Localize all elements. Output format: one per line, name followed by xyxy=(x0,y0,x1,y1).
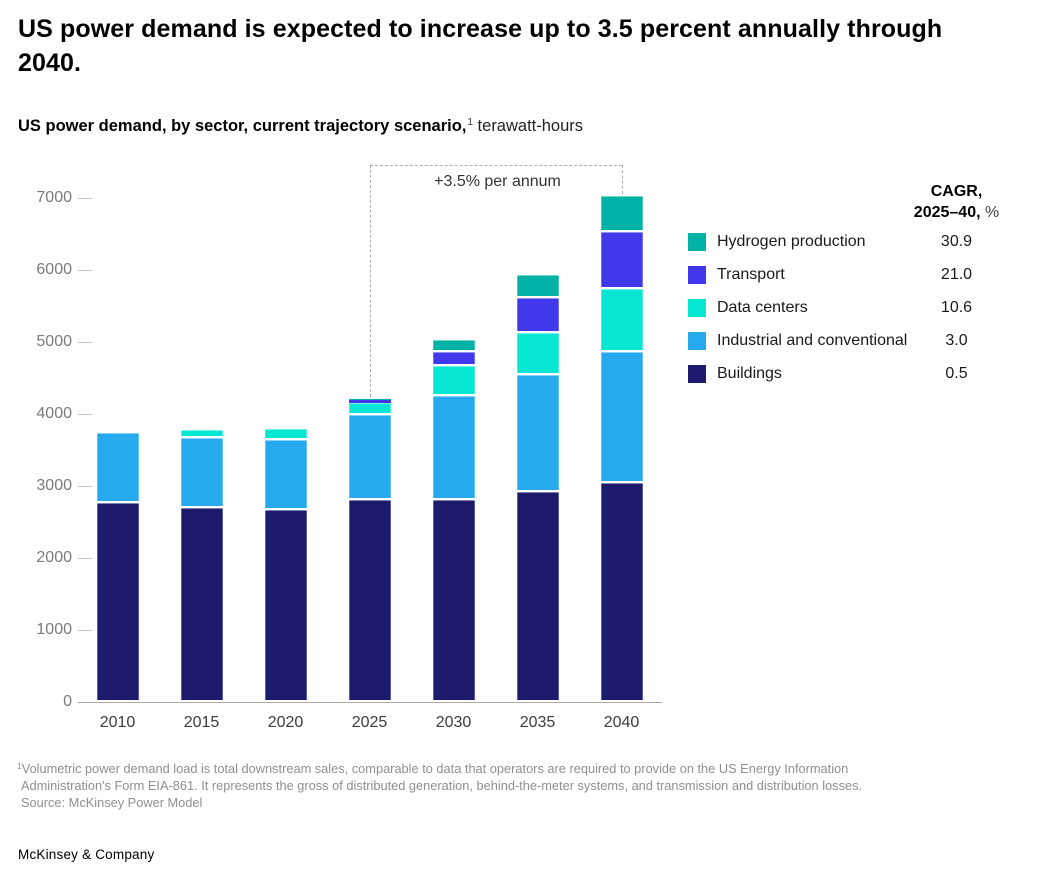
legend-row-buildings: Buildings 0.5 xyxy=(688,365,1048,383)
bar-segment-2020-buildings xyxy=(264,510,307,702)
bar-segment-2030-hydrogen-production xyxy=(432,339,475,353)
legend-label: Industrial and conventional xyxy=(717,332,908,349)
x-axis-label-2015: 2015 xyxy=(183,714,220,731)
legend-header-line1: CAGR, xyxy=(930,183,983,200)
bar-segment-2010-industrial-and-conventional xyxy=(96,433,139,503)
bar-segment-2040-hydrogen-production xyxy=(600,195,643,232)
bar-segment-2040-transport xyxy=(600,231,643,290)
bar-segment-2010-buildings xyxy=(96,502,139,702)
legend-cagr-value: 30.9 xyxy=(940,233,973,250)
bar-segment-2040-data-centers xyxy=(600,289,643,352)
y-axis-tick-3000 xyxy=(78,486,92,487)
y-axis-label-4000: 4000 xyxy=(36,405,72,422)
legend-cagr-value: 0.5 xyxy=(945,365,968,382)
footnote-line-2: Administration's Form EIA-861. It repres… xyxy=(21,778,863,793)
legend-swatch-icon xyxy=(688,332,706,350)
source-line: Source: McKinsey Power Model xyxy=(21,795,203,810)
y-axis-label-6000: 6000 xyxy=(36,261,72,278)
y-axis-tick-7000 xyxy=(78,198,92,199)
annotation-bracket-right xyxy=(621,165,623,194)
y-axis-label-5000: 5000 xyxy=(36,333,72,350)
legend-swatch-icon xyxy=(688,299,706,317)
footnote-marker: 1 xyxy=(467,117,473,128)
bar-segment-2015-data-centers xyxy=(180,429,223,439)
bar-segment-2040-industrial-and-conventional xyxy=(600,351,643,484)
x-axis-line xyxy=(78,702,662,703)
mckinsey-company-wordmark: McKinsey & Company xyxy=(18,847,155,862)
bar-segment-2025-data-centers xyxy=(348,403,391,415)
y-axis-tick-5000 xyxy=(78,342,92,343)
y-axis-label-3000: 3000 xyxy=(36,477,72,494)
bar-segment-2025-industrial-and-conventional xyxy=(348,414,391,501)
bar-segment-2035-data-centers xyxy=(516,333,559,376)
bar-segment-2035-industrial-and-conventional xyxy=(516,375,559,493)
y-axis-label-2000: 2000 xyxy=(36,549,72,566)
annotation-bracket-top xyxy=(369,165,622,166)
y-axis-tick-1000 xyxy=(78,630,92,631)
chart-subtitle: US power demand, by sector, current traj… xyxy=(18,117,583,136)
y-axis-label-1000: 1000 xyxy=(36,621,72,638)
legend-row-data-centers: Data centers 10.6 xyxy=(688,299,1048,317)
legend-label: Transport xyxy=(717,266,785,283)
bar-segment-2030-data-centers xyxy=(432,366,475,396)
bar-segment-2020-industrial-and-conventional xyxy=(264,439,307,511)
legend-row-hydrogen-production: Hydrogen production 30.9 xyxy=(688,233,1048,251)
bar-segment-2025-buildings xyxy=(348,500,391,702)
legend-header: CAGR, 2025–40, % xyxy=(879,181,1034,223)
bar-segment-2025-transport xyxy=(348,399,391,404)
bar-segment-2035-hydrogen-production xyxy=(516,275,559,299)
y-axis-tick-6000 xyxy=(78,270,92,271)
y-axis-tick-2000 xyxy=(78,558,92,559)
x-axis-label-2040: 2040 xyxy=(603,714,640,731)
legend-label: Hydrogen production xyxy=(717,233,866,250)
legend-label: Buildings xyxy=(717,365,782,382)
subtitle-unit: terawatt-hours xyxy=(472,117,584,135)
legend-swatch-icon xyxy=(688,266,706,284)
legend-header-line2: 2025–40, % xyxy=(913,204,1000,221)
legend-swatch-icon xyxy=(688,365,706,383)
annotation-bracket-left xyxy=(369,165,371,397)
footnote-line-1: 1Volumetric power demand load is total d… xyxy=(17,761,849,776)
legend-cagr-value: 3.0 xyxy=(945,332,968,349)
x-axis-label-2020: 2020 xyxy=(267,714,304,731)
bar-segment-2015-buildings xyxy=(180,507,223,702)
bar-segment-2035-buildings xyxy=(516,492,559,702)
bar-segment-2030-industrial-and-conventional xyxy=(432,396,475,501)
bar-segment-2020-data-centers xyxy=(264,429,307,440)
x-axis-label-2035: 2035 xyxy=(519,714,556,731)
page-title: US power demand is expected to increase … xyxy=(18,15,943,77)
legend-cagr-value: 21.0 xyxy=(940,266,973,283)
y-axis-label-0: 0 xyxy=(63,693,72,710)
bar-segment-2025-hydrogen-production xyxy=(348,398,391,400)
footnote: 1Volumetric power demand load is total d… xyxy=(17,758,862,811)
bar-segment-2015-industrial-and-conventional xyxy=(180,438,223,508)
annotation-label: +3.5% per annum xyxy=(434,173,561,190)
y-axis-label-7000: 7000 xyxy=(36,189,72,206)
legend-cagr-value: 10.6 xyxy=(940,299,973,316)
legend-label: Data centers xyxy=(717,299,808,316)
bar-segment-2035-transport xyxy=(516,298,559,333)
legend-swatch-icon xyxy=(688,233,706,251)
legend-row-industrial-and-conventional: Industrial and conventional 3.0 xyxy=(688,332,1048,350)
bar-segment-2040-buildings xyxy=(600,483,643,702)
x-axis-label-2030: 2030 xyxy=(435,714,472,731)
x-axis-label-2025: 2025 xyxy=(351,714,388,731)
x-axis-label-2010: 2010 xyxy=(99,714,136,731)
bar-segment-2030-transport xyxy=(432,352,475,367)
legend-row-transport: Transport 21.0 xyxy=(688,266,1048,284)
subtitle-bold-text: US power demand, by sector, current traj… xyxy=(18,117,467,135)
y-axis-tick-4000 xyxy=(78,414,92,415)
bar-segment-2030-buildings xyxy=(432,500,475,702)
